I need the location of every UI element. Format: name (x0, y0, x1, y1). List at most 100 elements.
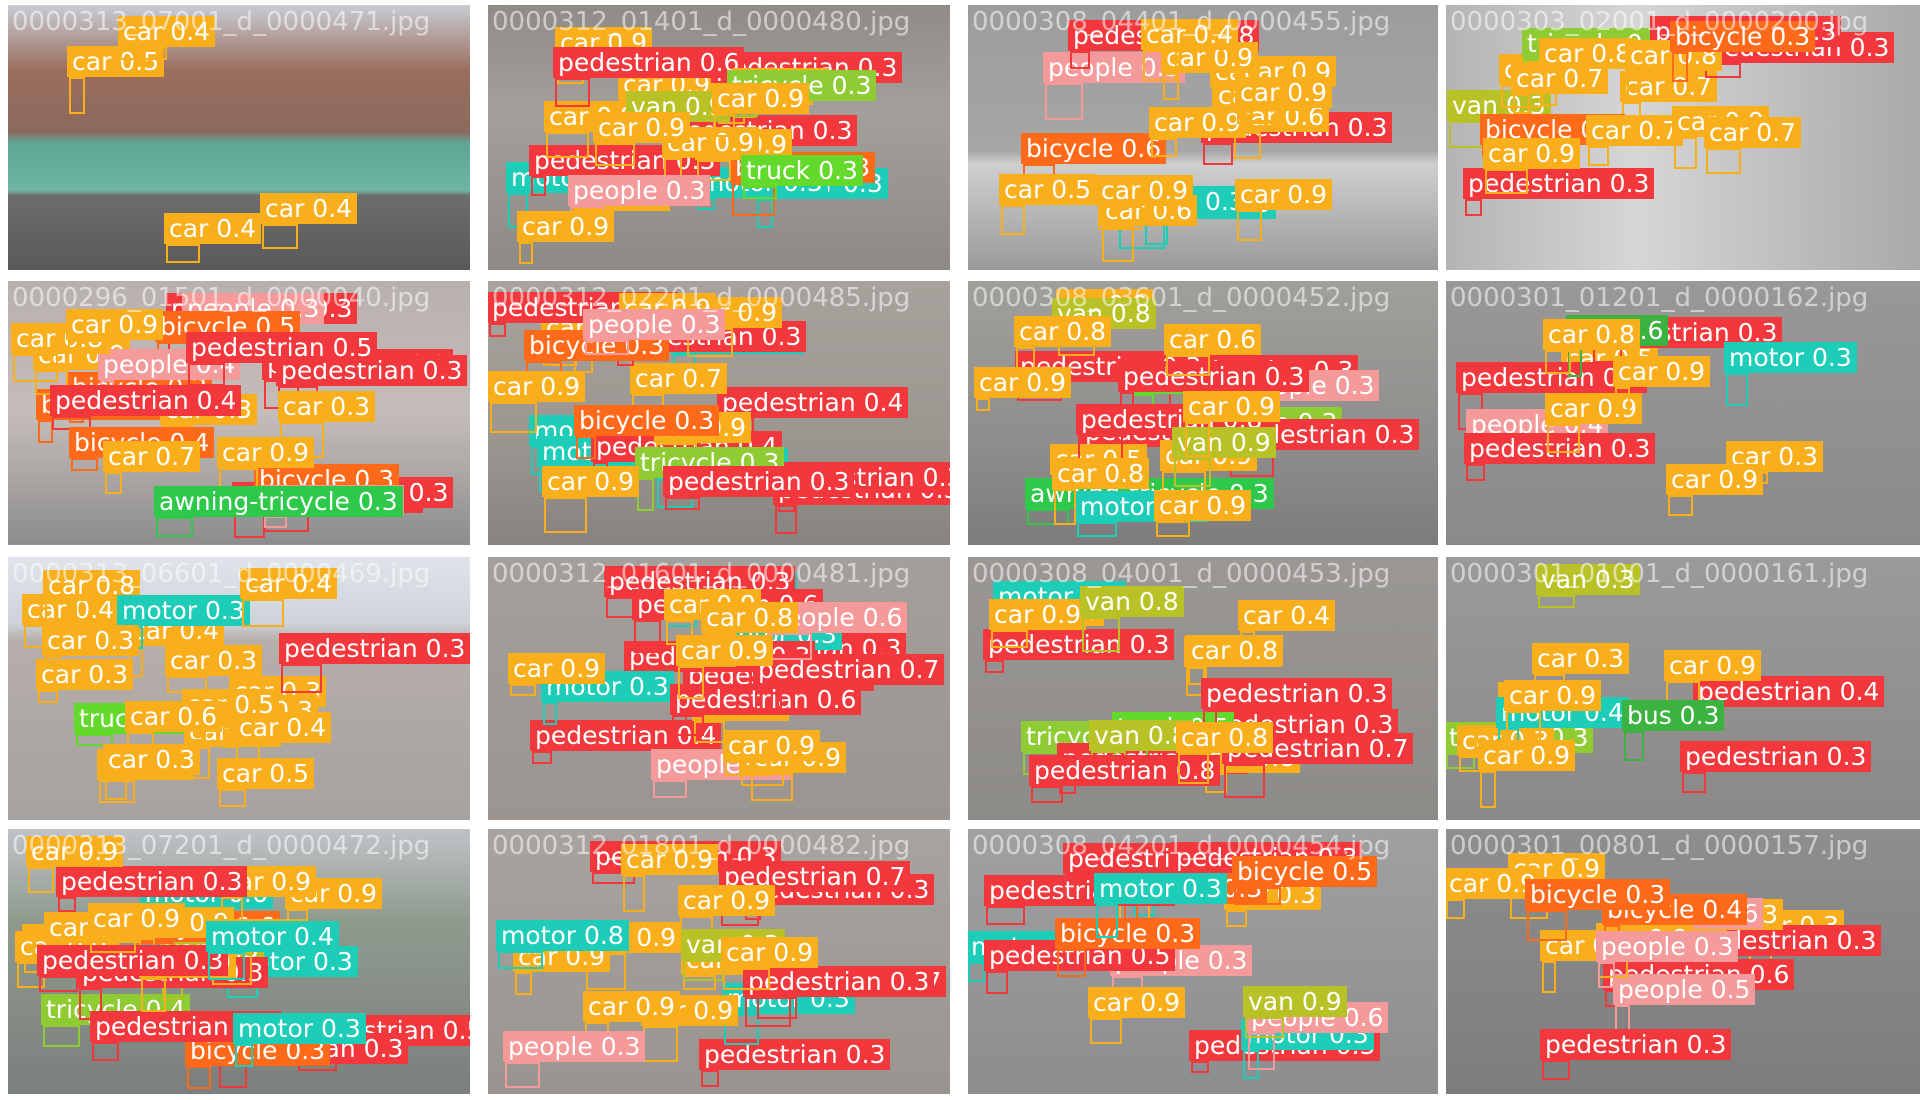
bounding-box (281, 664, 322, 693)
detection-pedestrian: pedestrian 0.6 (90, 1011, 282, 1061)
bounding-box (968, 962, 985, 982)
detection-pedestrian: pedestrian 0.3 (1189, 1030, 1381, 1073)
bounding-box (1480, 771, 1496, 808)
bounding-box (1027, 509, 1069, 525)
image-filename: 0000312_01601_d_0000481.jpg (492, 559, 911, 589)
detection-bus: bus 0.3 (1622, 700, 1725, 761)
detection-label: pedestrian 0.3 (37, 945, 229, 976)
bounding-box (1506, 711, 1541, 744)
bounding-box (13, 354, 58, 382)
detection-label: car 0.8 (701, 602, 799, 633)
bounding-box (1245, 1017, 1284, 1038)
detection-car: car 0.9 (1235, 179, 1333, 241)
image-tile: 0000312_01801_d_0000482.jpg pedestrian 0.… (488, 829, 950, 1094)
detection-motor: motor 0.4 (206, 921, 339, 980)
bounding-box (69, 77, 85, 114)
detection-pedestrian: pedestrian 0.5 (984, 940, 1176, 994)
bounding-box (724, 1014, 759, 1045)
image-filename: 0000308_04001_d_0000453.jpg (972, 559, 1391, 589)
detection-pedestrian: pedestrian 0.6 (670, 684, 862, 736)
bounding-box (1624, 731, 1644, 761)
detection-label: car 0.4 (164, 213, 262, 244)
detection-car: car 0.9 (1672, 106, 1770, 169)
detection-pedestrian: pedestrian 0.5 (488, 292, 679, 337)
bounding-box (235, 1044, 253, 1067)
bounding-box (76, 734, 113, 746)
bounding-box (1191, 1061, 1209, 1073)
image-filename: 0000308_03601_d_0000452.jpg (972, 283, 1391, 313)
detection-car: car 0.7 (103, 441, 201, 494)
detection-pedestrian: pedestrian 0.8 (1029, 755, 1221, 803)
detection-label: car 0.9 (217, 437, 315, 468)
detection-car: car 0.4 (118, 16, 216, 60)
detection-label: car 0.7 (103, 441, 201, 472)
bounding-box (1668, 495, 1693, 516)
bounding-box (678, 666, 704, 699)
detection-label: car 0.8 (43, 570, 141, 601)
detection-car: car 0.3 (36, 659, 134, 703)
detection-people: people 0.3 (583, 309, 726, 355)
detection-label: car 0.8 (1543, 319, 1641, 350)
detection-label: car 0.7 (1704, 117, 1802, 148)
detection-car: car 0.6 (125, 701, 223, 753)
detection-label: car 0.9 (678, 885, 776, 916)
detection-label: car 0.7 (1511, 63, 1609, 94)
bounding-box (1178, 753, 1209, 784)
detection-car: car 0.6 (1100, 195, 1198, 262)
detection-pedestrian: pedestrian 0.3 (1464, 433, 1656, 481)
detection-car: car 0.9 (621, 844, 719, 912)
detection-label: car 0.5 (999, 174, 1097, 205)
bounding-box (592, 872, 635, 884)
detection-car: car 0.9 (676, 635, 774, 699)
bounding-box (166, 244, 200, 263)
image-tile: 0000296_01501_d_0000040.jpg pedestrian 0.… (8, 281, 470, 545)
bounding-box (743, 186, 777, 199)
image-filename: 0000312_01401_d_0000480.jpg (492, 7, 911, 37)
bounding-box (167, 676, 207, 693)
detection-car: car 0.9 (488, 371, 586, 433)
detection-label: car 0.9 (88, 903, 186, 934)
bounding-box (1237, 210, 1262, 241)
detection-pedestrian: pedestrian 0.3 (56, 866, 248, 912)
detection-tricycle: tricycle 0.4 (41, 994, 191, 1047)
detection-label: pedestrian 0.4 (717, 387, 909, 418)
detection-label: car 0.9 (989, 599, 1087, 630)
bounding-box (665, 497, 700, 510)
bounding-box (1098, 206, 1142, 230)
bounding-box (1143, 50, 1177, 81)
detection-car: car 0.9 (544, 101, 642, 158)
detection-awning-tricycle: awning-tricycle 0.3 (154, 486, 403, 537)
detection-label: car 0.4 (240, 568, 338, 599)
detection-motor: motor 0.3 (117, 595, 250, 649)
bounding-box (1054, 489, 1076, 525)
detection-label: pedestrian 0.3 (1456, 362, 1648, 393)
detection-label: van 0.3 (1536, 564, 1640, 595)
detection-label: car 0.9 (1504, 680, 1602, 711)
detection-pedestrian: pedestrian 0.3 (983, 629, 1175, 673)
detection-label: car 0.9 (721, 937, 819, 968)
detection-pedestrian: pedestrian 0.4 (717, 387, 909, 444)
bounding-box (1151, 138, 1177, 157)
detection-car: car 0.9 (1483, 138, 1581, 194)
bounding-box (105, 472, 122, 494)
bounding-box (38, 690, 58, 703)
detection-label: pedestrian 0.3 (743, 966, 935, 997)
detection-car: car 0.9 (1235, 77, 1333, 124)
detection-pedestrian: pedestrian 0.6 (553, 47, 745, 107)
bounding-box (1513, 94, 1530, 114)
detection-label: car 0.8 (1014, 316, 1112, 347)
detection-people: people 0.6 (765, 602, 908, 660)
bounding-box (71, 458, 98, 471)
detection-car: car 0.8 (43, 570, 141, 620)
detection-pedestrian: pedestrian 0.3 (663, 466, 855, 510)
detection-label: car 0.4 (1238, 600, 1336, 631)
detection-label: bus 0.3 (1622, 700, 1725, 731)
bounding-box (1243, 1050, 1259, 1079)
detection-pedestrian: pedestrian 0.4 (530, 720, 722, 764)
detection-van: van 0.8 (1089, 720, 1193, 765)
detection-motor: motor 0.3 (1724, 342, 1857, 406)
detection-label: car 0.9 (488, 371, 586, 402)
bounding-box (1096, 904, 1118, 938)
